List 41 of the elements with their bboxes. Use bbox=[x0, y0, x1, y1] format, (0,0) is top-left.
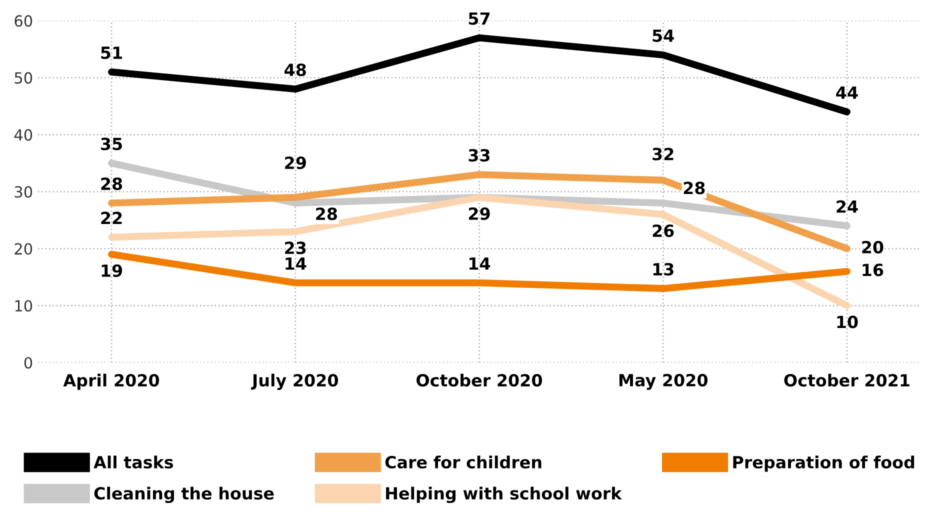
data-label: 10 bbox=[837, 316, 858, 328]
x-tick-label: October 2020 bbox=[416, 374, 542, 387]
data-label: 19 bbox=[102, 264, 122, 277]
x-tick-label: April 2020 bbox=[63, 374, 160, 390]
y-tick-label: 10 bbox=[15, 300, 32, 312]
data-label: 54 bbox=[652, 30, 674, 42]
y-tick-label: 60 bbox=[14, 15, 32, 27]
legend-label: Cleaning the house bbox=[94, 486, 274, 503]
data-label: 28 bbox=[684, 182, 705, 194]
y-tick-label: 20 bbox=[14, 243, 32, 255]
y-tick-label: 0 bbox=[24, 357, 32, 369]
x-tick-label: October 2021 bbox=[784, 374, 910, 387]
y-tick-label: 40 bbox=[14, 129, 32, 141]
legend-label: Preparation of food bbox=[733, 456, 914, 472]
data-label: 24 bbox=[836, 200, 858, 213]
data-label: 33 bbox=[468, 149, 490, 162]
legend-label: Helping with school work bbox=[386, 486, 622, 503]
data-label: 13 bbox=[653, 262, 674, 276]
data-label: 14 bbox=[286, 257, 306, 270]
data-label: 20 bbox=[862, 240, 884, 254]
y-tick-label: 50 bbox=[14, 72, 32, 84]
data-label: 16 bbox=[862, 264, 884, 276]
data-label: 32 bbox=[652, 148, 674, 160]
data-label: 35 bbox=[101, 138, 122, 150]
data-label: 14 bbox=[470, 257, 490, 270]
legend-label: Care for children bbox=[385, 456, 542, 469]
data-label: 28 bbox=[316, 208, 337, 220]
data-label: 44 bbox=[836, 86, 858, 99]
data-label: 57 bbox=[468, 12, 490, 25]
data-label: 29 bbox=[285, 156, 306, 170]
data-label: 22 bbox=[101, 212, 122, 224]
data-label: 29 bbox=[468, 207, 490, 220]
legend-label: All tasks bbox=[94, 456, 173, 469]
data-label: 26 bbox=[652, 224, 674, 238]
x-tick-label: May 2020 bbox=[619, 374, 708, 390]
data-label: 28 bbox=[101, 178, 122, 190]
data-label: 48 bbox=[284, 64, 306, 76]
y-tick-label: 30 bbox=[14, 186, 32, 198]
data-label: 51 bbox=[101, 46, 122, 60]
x-tick-label: July 2020 bbox=[251, 374, 338, 390]
data-label: 23 bbox=[285, 242, 306, 254]
